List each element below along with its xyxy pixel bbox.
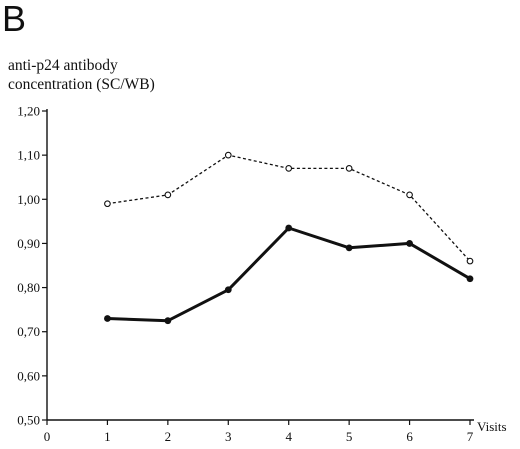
y-tick-label: 0,50 [17,413,40,428]
y-tick-label: 1,20 [17,104,40,119]
y-tick-label: 1,00 [17,192,40,207]
y-axis-label: anti-p24 antibody concentration (SC/WB) [8,56,155,94]
y-tick-label: 0,80 [17,280,40,295]
x-tick-label: 4 [285,429,292,444]
data-point-filled [164,317,172,325]
data-point-open [164,191,172,199]
x-tick-label: 1 [104,429,111,444]
x-tick-label: 5 [346,429,353,444]
panel-letter: B [2,0,27,39]
data-point-filled [285,224,293,232]
x-tick-label: 3 [225,429,232,444]
data-point-filled [345,244,353,252]
y-tick-label: 0,60 [17,368,40,383]
x-axis-label: Visits [477,419,507,434]
y-tick-label: 0,70 [17,324,40,339]
data-point-open [466,257,474,265]
series-line-2 [107,226,471,323]
data-point-open [224,151,232,159]
x-tick-label: 2 [165,429,172,444]
y-axis-label-line-1: anti-p24 antibody [8,57,118,74]
x-tick-label: 0 [44,429,51,444]
data-point-open [406,191,413,199]
data-point-filled [224,286,232,294]
data-point-filled [466,275,474,283]
y-tick-label: 1,10 [17,148,40,163]
x-tick-label: 7 [467,429,474,444]
y-tick-label: 0,90 [17,236,40,251]
data-point-open [345,165,353,172]
y-axis-label-line-2: concentration (SC/WB) [8,76,155,93]
data-point-open [104,200,111,208]
data-point-open [285,165,293,172]
data-point-filled [406,240,413,247]
x-tick-label: 6 [406,429,413,444]
data-point-filled [104,315,111,322]
